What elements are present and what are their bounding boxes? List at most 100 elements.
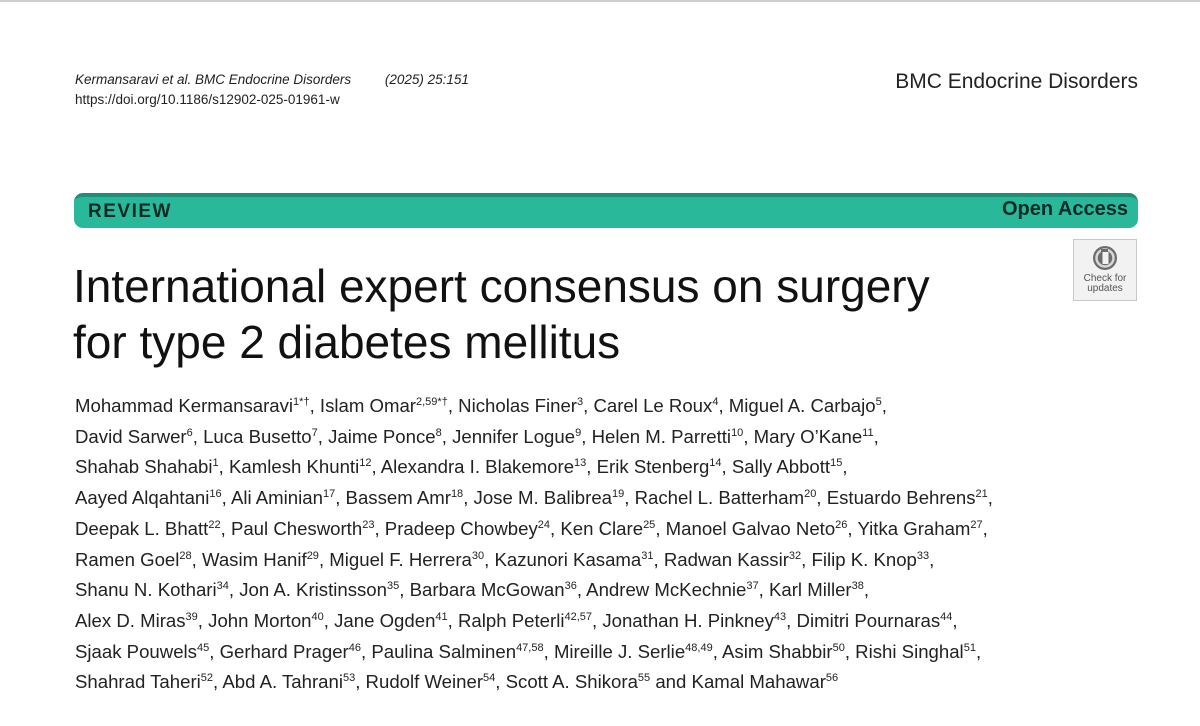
author-affiliation: 23: [362, 518, 375, 531]
author-name[interactable]: Jane Ogden: [334, 609, 436, 631]
author-name[interactable]: Kazunori Kasama: [494, 548, 642, 570]
author-affiliation: 41: [435, 610, 448, 623]
author-name[interactable]: Jon A. Kristinsson: [239, 579, 387, 601]
author-affiliation: 19: [612, 488, 625, 501]
author-name[interactable]: Radwan Kassir: [663, 548, 789, 570]
author-affiliation: 16: [209, 488, 222, 501]
author-name[interactable]: Mohammad Kermansaravi: [75, 395, 294, 416]
author-name[interactable]: Andrew McKechnie: [586, 579, 747, 601]
author-name[interactable]: Deepak L. Bhatt: [75, 517, 209, 539]
author-name[interactable]: Pradeep Chowbey: [384, 517, 538, 539]
author-affiliation: 17: [322, 488, 336, 501]
author-affiliation: 43: [773, 610, 787, 623]
author-name[interactable]: Mireille J. Serlie: [553, 640, 686, 662]
author-name[interactable]: Nicholas Finer: [458, 395, 577, 416]
author-affiliation: 10: [731, 426, 744, 439]
author-name[interactable]: Rachel L. Batterham: [634, 487, 805, 509]
author-name[interactable]: Jonathan H. Pinkney: [602, 609, 774, 631]
author-name[interactable]: Rudolf Weiner: [365, 671, 484, 693]
author-name[interactable]: Shahab Shahabi: [75, 456, 213, 478]
author-name[interactable]: Karl Miller: [768, 579, 852, 601]
author-affiliation: 44: [940, 610, 953, 623]
author-name[interactable]: Asim Shabbir: [722, 640, 833, 662]
check-for-updates-button[interactable]: Check for updates: [1073, 239, 1137, 301]
author-affiliation: 32: [788, 549, 802, 562]
author-affiliation: 12: [359, 457, 372, 470]
author-name[interactable]: Ramen Goel: [75, 548, 180, 570]
author-name[interactable]: Miguel F. Herrera: [329, 548, 472, 570]
author-name[interactable]: Ali Aminian: [230, 487, 323, 509]
author-name[interactable]: Jennifer Logue: [452, 425, 576, 447]
author-name[interactable]: Paul Chesworth: [230, 517, 363, 539]
author-affiliation: 7: [311, 426, 318, 439]
author-name[interactable]: David Sarwer: [75, 425, 187, 447]
open-access-label: Open Access: [1002, 198, 1128, 220]
author-affiliation: 45: [196, 641, 210, 654]
author-name[interactable]: Mary O’Kane: [753, 425, 863, 447]
author-name[interactable]: Bassem Amr: [345, 487, 451, 509]
author-name[interactable]: Rishi Singhal: [855, 640, 964, 662]
author-affiliation: 24: [537, 518, 551, 531]
author-name[interactable]: Alexandra I. Blakemore: [380, 456, 575, 478]
author-name[interactable]: Jose M. Balibrea: [473, 487, 613, 509]
article-type-band: REVIEW Open Access: [74, 193, 1138, 228]
author-name[interactable]: Kamlesh Khunti: [228, 456, 360, 478]
author-affiliation: 20: [804, 488, 817, 501]
author-name[interactable]: Alex D. Miras: [75, 609, 186, 631]
author-affiliation: 55: [637, 672, 651, 685]
author-affiliation: 34: [216, 580, 229, 593]
author-name[interactable]: Paulina Salminen: [371, 640, 517, 662]
article-type-label: REVIEW: [88, 201, 172, 222]
author-affiliation: 2,59*†: [416, 396, 448, 408]
author-affiliation: 4: [712, 396, 719, 408]
author-affiliation: 39: [185, 610, 198, 623]
author-name[interactable]: Erik Stenberg: [596, 456, 710, 478]
citation-authors: Kermansaravi et al. BMC Endocrine Disord…: [75, 72, 352, 87]
author-affiliation: 31: [641, 549, 654, 562]
author-name[interactable]: Sally Abbott: [731, 456, 831, 478]
author-name[interactable]: Kamal Mahawar: [691, 671, 826, 693]
author-affiliation: 56: [825, 672, 839, 685]
author-name[interactable]: Sjaak Pouwels: [75, 640, 197, 662]
author-name[interactable]: Gerhard Prager: [219, 640, 349, 662]
author-name[interactable]: Ken Clare: [560, 517, 644, 539]
author-affiliation: 1*†: [293, 396, 310, 408]
author-affiliation: 11: [862, 426, 874, 439]
author-name[interactable]: Dimitri Pournaras: [796, 609, 941, 631]
doi-link[interactable]: https://doi.org/10.1186/s12902-025-01961…: [75, 92, 340, 107]
author-affiliation: 14: [709, 457, 722, 470]
author-name[interactable]: Manoel Galvao Neto: [665, 517, 836, 539]
author-affiliation: 5: [875, 396, 882, 408]
author-name[interactable]: Ralph Peterli: [458, 609, 565, 631]
author-name[interactable]: Abd A. Tahrani: [222, 671, 343, 693]
author-name[interactable]: Miguel A. Carbajo: [728, 395, 876, 416]
author-affiliation: 46: [348, 641, 361, 654]
author-name[interactable]: Luca Busetto: [203, 425, 312, 447]
author-name[interactable]: Helen M. Parretti: [591, 425, 732, 447]
author-name[interactable]: Scott A. Shikora: [505, 671, 638, 693]
author-name[interactable]: Yitka Graham: [857, 517, 971, 539]
author-name[interactable]: Wasim Hanif: [201, 548, 307, 570]
author-affiliation: 52: [200, 672, 214, 685]
author-name[interactable]: Barbara McGowan: [409, 579, 565, 601]
author-affiliation: 18: [450, 488, 464, 501]
author-name[interactable]: John Morton: [208, 609, 312, 631]
author-name[interactable]: Filip K. Knop: [811, 548, 917, 570]
author-name[interactable]: Carel Le Roux: [593, 395, 713, 416]
author-affiliation: 37: [746, 580, 759, 593]
check-for-updates-icon: [1093, 246, 1117, 270]
author-affiliation: 9: [575, 426, 582, 439]
article-title: International expert consensus on surger…: [73, 258, 1053, 370]
author-affiliation: 25: [643, 518, 656, 531]
author-name[interactable]: Estuardo Behrens: [826, 487, 976, 509]
journal-name: BMC Endocrine Disorders: [895, 70, 1138, 93]
author-name[interactable]: Shahrad Taheri: [75, 671, 201, 693]
author-name[interactable]: Islam Omar: [319, 395, 416, 416]
author-affiliation: 42,57: [564, 610, 592, 623]
author-name[interactable]: Shanu N. Kothari: [75, 579, 217, 601]
author-affiliation: 8: [435, 426, 442, 439]
author-name[interactable]: Jaime Ponce: [328, 425, 436, 447]
article-title-line2: for type 2 diabetes mellitus: [73, 316, 621, 368]
author-name[interactable]: Aayed Alqahtani: [75, 487, 210, 509]
author-affiliation: 22: [208, 518, 221, 531]
